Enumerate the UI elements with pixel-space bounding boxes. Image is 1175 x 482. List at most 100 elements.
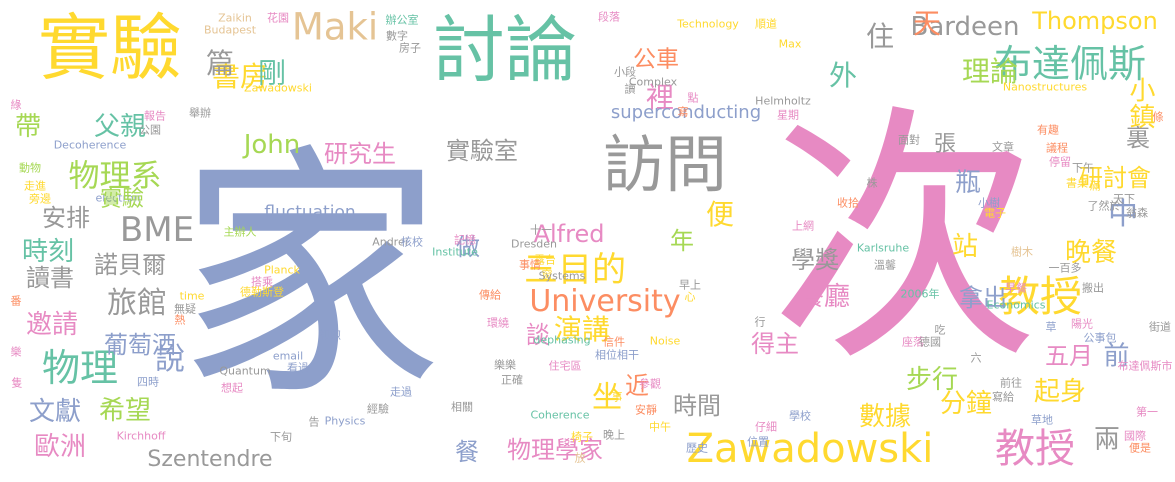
cloud-word: 報告 [144, 109, 166, 123]
cloud-word: 書桌 [1066, 176, 1088, 190]
cloud-word: BME [119, 210, 195, 250]
cloud-word: 起身 [1033, 377, 1087, 407]
cloud-word: 星期 [777, 108, 799, 122]
cloud-word: 滿 [1089, 179, 1101, 193]
cloud-word: 四時 [137, 375, 159, 389]
cloud-word: 得主 [751, 330, 799, 358]
cloud-word: 下午 [1072, 161, 1094, 175]
cloud-word: 草地 [1031, 413, 1053, 427]
cloud-word: 晚上 [603, 428, 625, 442]
cloud-word: 學校 [789, 409, 811, 423]
cloud-word: 德勒斯登 [240, 285, 284, 299]
cloud-word: Zaikin [218, 11, 252, 25]
cloud-word: 座落 [902, 335, 924, 349]
cloud-word: 兩 [1093, 425, 1121, 455]
cloud-word: 帶 [14, 112, 42, 142]
cloud-word: 上網 [792, 219, 814, 233]
cloud-word: 段落 [598, 10, 620, 24]
cloud-word: 小鎮 [1125, 76, 1155, 130]
cloud-word: Zawadowski [686, 426, 934, 472]
cloud-word: 電子 [984, 206, 1006, 220]
cloud-word: 中午 [649, 420, 671, 434]
cloud-word: 分鐘 [939, 389, 993, 419]
cloud-word: 草 [1045, 320, 1057, 334]
cloud-word: Noise [649, 334, 681, 348]
cloud-word: 株 [866, 176, 878, 190]
cloud-word: 事 [611, 390, 623, 404]
cloud-word: 文章 [992, 140, 1014, 154]
cloud-word: 有趣 [1037, 123, 1059, 137]
cloud-word: 步行 [905, 365, 959, 395]
cloud-word: Maki [291, 5, 379, 49]
cloud-word: 經驗 [367, 402, 389, 416]
cloud-word: 番 [10, 294, 22, 308]
cloud-word: 公車 [633, 46, 679, 73]
cloud-word: Dresden [511, 237, 557, 251]
cloud-word: 記憶 [454, 233, 476, 247]
cloud-word: 做 [456, 233, 480, 261]
cloud-word: 走進 [24, 179, 46, 193]
cloud-word: 辦公室 [385, 13, 419, 27]
cloud-word: 行 [754, 315, 766, 329]
cloud-word: 物理 [41, 346, 119, 390]
cloud-word: 看過 [287, 361, 309, 375]
cloud-word: 公園 [139, 123, 161, 137]
cloud-word: 位置 [747, 435, 769, 449]
cloud-word: 相關 [451, 400, 473, 414]
cloud-word: 坐 [592, 380, 622, 415]
cloud-word: 房子 [399, 41, 421, 55]
cloud-word: 2006年 [900, 287, 940, 301]
cloud-word: 實驗 [37, 6, 183, 90]
cloud-word: 篇 [205, 47, 235, 80]
cloud-word: 相位相干 [595, 348, 639, 362]
cloud-word: 小樹 [978, 196, 1000, 210]
cloud-word: Institute [432, 245, 478, 259]
cloud-word: 討論 [432, 8, 578, 92]
cloud-word: 外 [828, 59, 858, 92]
cloud-word: 面對 [898, 133, 920, 147]
cloud-word: 中 [1108, 197, 1138, 232]
cloud-word: 天下 [1113, 192, 1135, 206]
cloud-word: 演講 [553, 313, 611, 346]
cloud-word: 教授 [995, 426, 1075, 472]
cloud-word: 隻 [11, 376, 23, 390]
cloud-word: fluctuation [264, 202, 356, 223]
cloud-word: 核校 [401, 235, 423, 249]
cloud-word: 便 [705, 198, 735, 231]
cloud-word: 下旬 [270, 430, 292, 444]
cloud-word: 動物 [19, 161, 41, 175]
cloud-word: 歷史 [686, 441, 708, 455]
cloud-word: Szentendre [147, 447, 273, 472]
cloud-word: 無疑 [174, 302, 196, 316]
cloud-word: 吃 [934, 323, 946, 337]
cloud-word: 天 [912, 7, 942, 40]
cloud-word: 安排 [42, 204, 90, 232]
cloud-word: email [272, 349, 304, 363]
cloud-word: 讀 [624, 82, 636, 96]
cloud-word: Technology [677, 17, 739, 31]
cloud-word: 諾貝爾 [94, 251, 166, 279]
cloud-word: 信件 [603, 335, 625, 349]
cloud-word: 剛 [254, 57, 287, 87]
cloud-word: Andrei [372, 235, 408, 249]
cloud-word: 一百多 [1048, 261, 1082, 275]
cloud-word: 數據 [858, 402, 912, 432]
cloud-word: 第一 [1136, 405, 1158, 419]
cloud-word: 近 [625, 372, 649, 400]
cloud-word: 邀請 [25, 310, 79, 340]
cloud-word: 理論 [961, 55, 1019, 88]
cloud-word: 父親 [93, 112, 147, 142]
cloud-word: 五月 [1045, 342, 1093, 370]
cloud-word: 家 [177, 123, 443, 432]
cloud-word: Alfred [533, 220, 605, 248]
cloud-word: Systems [538, 269, 586, 283]
cloud-word: 前 [1099, 341, 1129, 369]
cloud-word: 樂 [10, 345, 22, 359]
cloud-word: Physics [324, 414, 366, 428]
cloud-word: 數字 [386, 29, 408, 43]
cloud-word: electron [95, 191, 141, 205]
cloud-word: 葡萄酒 [104, 331, 176, 359]
cloud-word: Planck [264, 263, 300, 277]
cloud-word: 讀書 [26, 264, 74, 292]
